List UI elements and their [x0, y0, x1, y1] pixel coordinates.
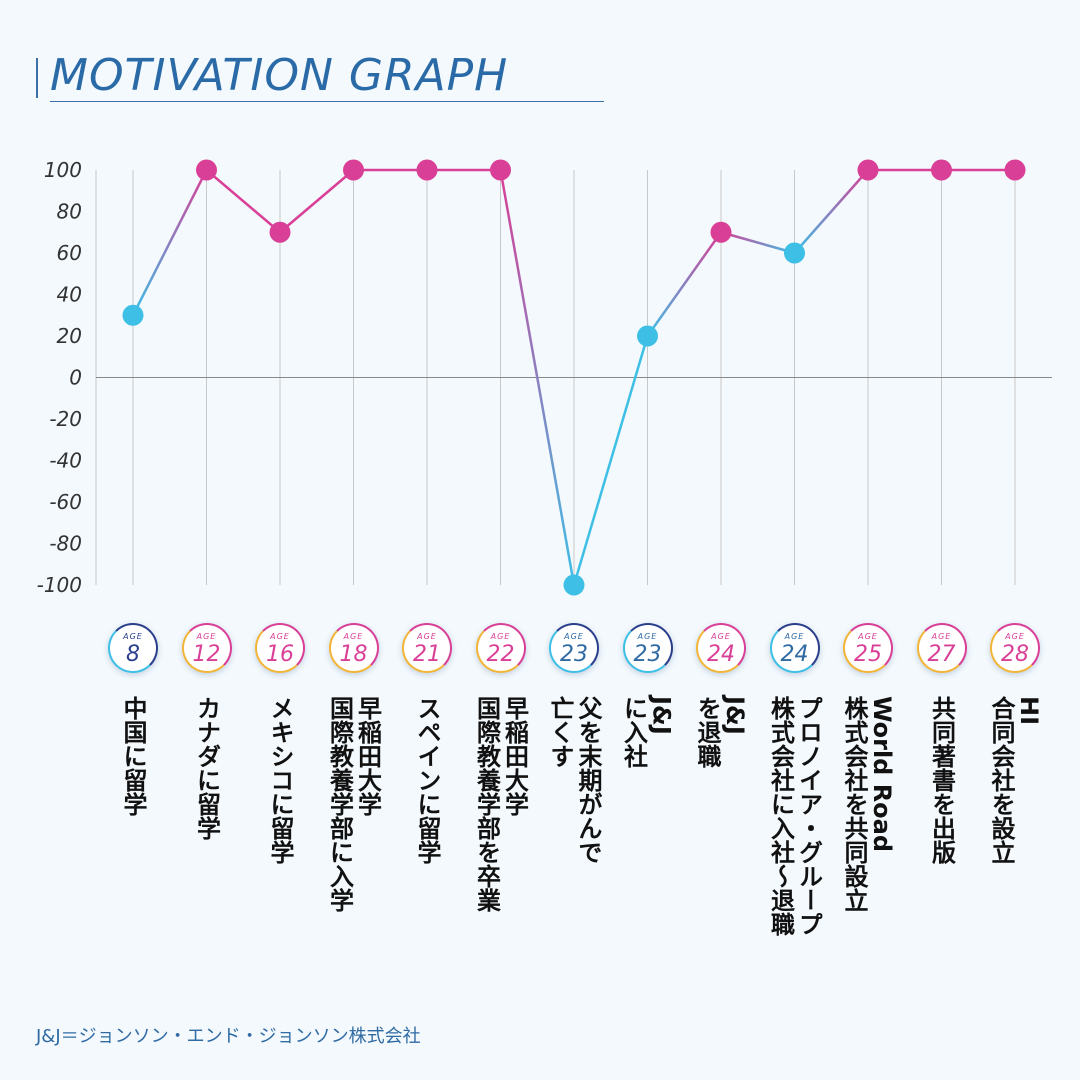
event-label: メキシコに留学 [266, 696, 294, 864]
series-line-segment [793, 168, 870, 255]
series-line-segment [131, 168, 208, 317]
event-label: 早稲田大学 国際教養学部に入学 [325, 696, 382, 912]
age-badge: AGE 22 [475, 623, 526, 673]
age-label: AGE [784, 632, 805, 641]
event-label: カナダに留学 [192, 696, 221, 840]
age-badge: AGE 25 [843, 623, 893, 673]
event-label: プロノイア・グループ 株式会社に入社〜退職 [766, 696, 823, 936]
series-line-segment [719, 231, 796, 255]
age-number: 24 [707, 642, 735, 667]
age-number: 28 [1001, 642, 1029, 667]
age-label: AGE [490, 632, 511, 641]
title-underline [50, 101, 604, 102]
age-label: AGE [1005, 632, 1025, 641]
age-number: 12 [192, 642, 221, 667]
age-label: AGE [711, 632, 731, 641]
data-point [343, 159, 364, 181]
series-line-segment [205, 168, 282, 234]
data-point [196, 159, 217, 181]
age-number: 24 [780, 642, 809, 667]
page-title: MOTIVATION GRAPH [50, 50, 509, 101]
data-point [122, 304, 144, 326]
age-badge: AGE 23 [549, 623, 599, 673]
age-badge: AGE 21 [402, 623, 452, 673]
age-label: AGE [564, 632, 584, 641]
age-label: AGE [270, 632, 290, 641]
age-label: AGE [417, 632, 437, 641]
age-badge: AGE 28 [990, 623, 1040, 673]
y-tick-label: 0 [69, 366, 82, 390]
title-block: MOTIVATION GRAPH [36, 52, 604, 102]
age-number: 23 [560, 642, 588, 667]
y-tick-label: -100 [37, 573, 82, 597]
event-label: HI 合同会社を設立 [987, 696, 1043, 864]
age-label: AGE [931, 632, 952, 641]
age-number: 21 [413, 642, 441, 667]
event-label: J&J を退職 [693, 696, 749, 768]
data-point [784, 242, 805, 264]
series-line-segment [278, 168, 355, 234]
y-tick-label: 40 [57, 283, 82, 307]
age-label: AGE [343, 632, 364, 641]
age-number: 8 [126, 642, 140, 667]
age-number: 23 [633, 642, 662, 667]
event-label: 中国に留学 [119, 696, 147, 816]
y-tick-label: -60 [49, 490, 82, 514]
series-line-segment [499, 168, 576, 587]
data-point [416, 159, 438, 181]
y-tick-label: 60 [57, 241, 82, 265]
age-label: AGE [637, 632, 658, 641]
age-badge: AGE 8 [108, 623, 158, 673]
age-badge: AGE 18 [328, 623, 379, 673]
event-label: スペインに留学 [413, 696, 441, 864]
data-point [563, 574, 585, 596]
y-tick-label: -80 [49, 532, 82, 556]
data-point [857, 159, 879, 181]
y-tick-label: -40 [49, 449, 82, 473]
data-point [710, 221, 732, 243]
data-point [1004, 159, 1026, 181]
footnote: J&J＝ジョンソン・エンド・ジョンソン株式会社 [36, 1026, 421, 1047]
age-badge: AGE 12 [181, 623, 232, 673]
age-number: 22 [486, 642, 515, 667]
age-number: 25 [854, 642, 882, 667]
event-label: World Road 株式会社を共同設立 [840, 696, 896, 912]
event-label: 早稲田大学 国際教養学部を卒業 [472, 696, 529, 912]
age-badge: AGE 24 [769, 623, 820, 673]
age-badge: AGE 23 [622, 623, 673, 673]
age-label: AGE [196, 632, 217, 641]
title-accent-bar [36, 58, 38, 98]
age-badge: AGE 16 [255, 623, 305, 673]
y-tick-label: 80 [57, 200, 82, 224]
event-label: J&J に入社 [619, 696, 676, 768]
data-point [931, 159, 952, 181]
age-number: 16 [266, 642, 294, 667]
event-label: 共同著書を出版 [927, 696, 956, 864]
series-line-segment [572, 334, 649, 587]
series-line-segment [646, 231, 723, 338]
data-point [637, 325, 658, 347]
age-number: 18 [339, 642, 368, 667]
data-point [269, 221, 291, 243]
age-number: 27 [927, 642, 956, 667]
age-label: AGE [123, 632, 143, 641]
age-label: AGE [858, 632, 878, 641]
data-point [490, 159, 511, 181]
y-tick-label: 100 [44, 158, 82, 182]
age-badge: AGE 24 [696, 623, 746, 673]
y-tick-label: -20 [49, 407, 82, 431]
event-label: 父を末期がんで 亡くす [546, 696, 602, 864]
y-tick-label: 20 [57, 324, 82, 348]
age-badge: AGE 27 [916, 623, 967, 673]
